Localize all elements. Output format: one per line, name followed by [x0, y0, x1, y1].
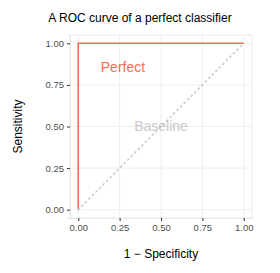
- tick-label: 1.00: [46, 38, 65, 49]
- tick: 1.00: [235, 218, 254, 233]
- tick-label: 0.00: [46, 204, 65, 215]
- tick: 0.25: [46, 163, 71, 174]
- tick-mark: [67, 168, 70, 169]
- plot-frame: [70, 35, 252, 218]
- tick-label: 0.50: [152, 222, 171, 233]
- tick-mark: [244, 218, 245, 221]
- tick-mark: [161, 218, 162, 221]
- tick-label: 0.25: [46, 163, 65, 174]
- series-line: [78, 43, 243, 209]
- title: A ROC curve of a perfect classifier: [48, 11, 231, 25]
- grid-line-y: [70, 168, 252, 169]
- tick: 0.00: [70, 218, 89, 233]
- tick: 1.00: [46, 38, 71, 49]
- chart: 0.00 0.25 0.50 0.75 1.00 0.00 0.25 0.50 0.75 1.00…: [0, 0, 280, 273]
- tick-label: 0.75: [46, 79, 65, 90]
- tick-label: 0.75: [194, 222, 213, 233]
- x-axis: 0.00 0.25 0.50 0.75 1.00: [70, 218, 254, 233]
- plot: 0.00 0.25 0.50 0.75 1.00 0.00 0.25 0.50 0.75 1.00…: [46, 35, 254, 233]
- tick-label: 1.00: [235, 222, 254, 233]
- tick-mark: [67, 43, 70, 44]
- y-axis: 0.00 0.25 0.50 0.75 1.00: [46, 36, 71, 219]
- tick-mark: [78, 218, 79, 221]
- grid: [70, 35, 252, 218]
- axis-line: [67, 36, 71, 219]
- grid-line-y: [70, 209, 252, 210]
- tick: 0.75: [194, 218, 213, 233]
- tick-label: 0.00: [70, 222, 89, 233]
- annotation: Perfect: [101, 59, 145, 75]
- series-line: [78, 43, 243, 209]
- tick: 0.75: [46, 79, 71, 90]
- x-axis-title: 1 − Specificity: [124, 247, 198, 261]
- tick-mark: [67, 210, 70, 211]
- tick-mark: [202, 218, 203, 221]
- grid-line-y: [70, 84, 252, 85]
- tick-label: 0.25: [111, 222, 130, 233]
- tick: 0.00: [46, 204, 71, 215]
- tick: 0.25: [111, 218, 130, 233]
- axis-line: [71, 219, 253, 222]
- tick-label: 0.50: [46, 121, 65, 132]
- tick-mark: [67, 127, 70, 128]
- annotation: Baseline: [134, 118, 188, 134]
- tick: 0.50: [152, 218, 171, 233]
- tick: 0.50: [46, 121, 71, 132]
- tick-mark: [67, 85, 70, 86]
- tick-mark: [120, 218, 121, 221]
- y-axis-title: Sensitivity: [11, 99, 25, 153]
- marks: [78, 43, 243, 209]
